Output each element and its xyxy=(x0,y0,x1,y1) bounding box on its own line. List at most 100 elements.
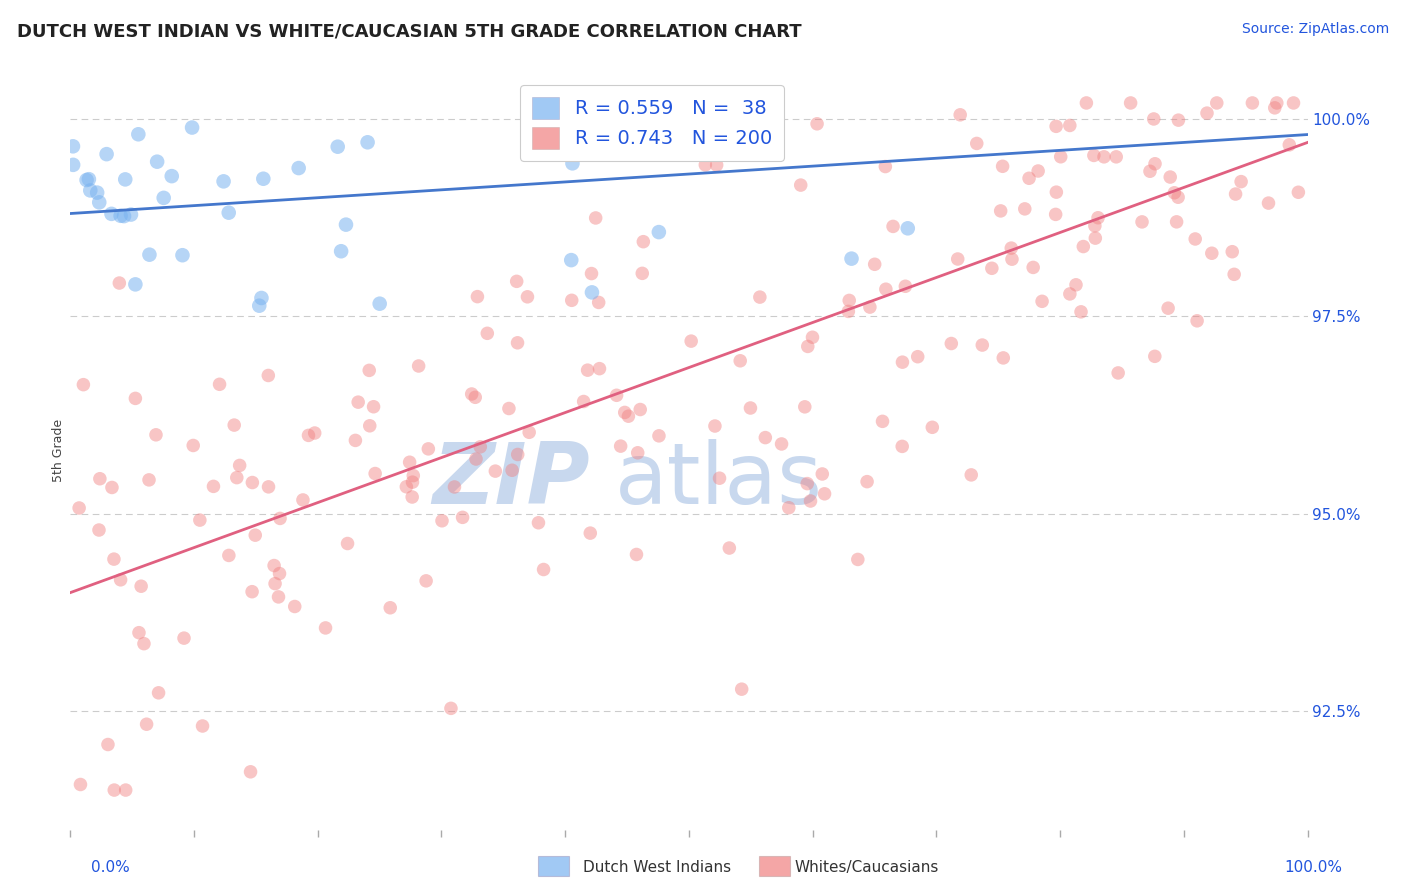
Text: atlas: atlas xyxy=(614,439,823,523)
Point xyxy=(527,516,550,530)
Point xyxy=(138,248,160,262)
Point xyxy=(124,277,146,292)
Point xyxy=(1185,314,1208,328)
Point xyxy=(1022,260,1045,275)
Point xyxy=(76,173,98,187)
Point xyxy=(120,208,142,222)
Point xyxy=(863,257,886,271)
Point xyxy=(267,590,290,604)
Point xyxy=(408,359,430,373)
Point xyxy=(740,401,762,415)
Point xyxy=(797,339,820,353)
Point xyxy=(581,285,603,300)
Text: Source: ZipAtlas.com: Source: ZipAtlas.com xyxy=(1241,22,1389,37)
Point xyxy=(681,334,703,348)
Y-axis label: 5th Grade: 5th Grade xyxy=(52,419,65,482)
Point xyxy=(72,377,94,392)
Point xyxy=(872,414,894,428)
Point xyxy=(856,475,879,489)
Point xyxy=(181,438,204,452)
Point xyxy=(1282,95,1305,110)
Point xyxy=(648,429,671,443)
Point xyxy=(401,490,423,504)
Point xyxy=(330,244,353,259)
Point xyxy=(110,209,132,223)
Point xyxy=(859,300,882,314)
Point xyxy=(1130,215,1153,229)
Point xyxy=(1001,252,1024,267)
Point xyxy=(633,235,655,249)
Point xyxy=(1119,95,1142,110)
Point xyxy=(1143,349,1166,363)
Point xyxy=(359,418,381,433)
Point xyxy=(380,600,402,615)
Point xyxy=(451,510,474,524)
Point xyxy=(347,395,370,409)
Point xyxy=(1241,95,1264,110)
Point xyxy=(613,405,636,419)
Point xyxy=(606,388,628,402)
Point xyxy=(1064,277,1087,292)
Point xyxy=(1083,148,1105,162)
Point xyxy=(1107,366,1129,380)
Point xyxy=(588,361,610,376)
Point xyxy=(1026,164,1049,178)
Point xyxy=(516,290,538,304)
Point xyxy=(335,218,357,232)
Point xyxy=(1205,95,1227,110)
Point xyxy=(1105,150,1128,164)
Point xyxy=(1000,241,1022,255)
Point xyxy=(101,480,124,494)
Point xyxy=(882,219,904,234)
Point xyxy=(477,326,499,341)
Point xyxy=(103,552,125,566)
Point xyxy=(1059,287,1081,301)
Point xyxy=(1195,106,1218,120)
Point xyxy=(811,467,834,481)
Point xyxy=(1201,246,1223,260)
Point xyxy=(838,293,860,308)
Point xyxy=(145,427,167,442)
Point xyxy=(470,440,492,454)
Point xyxy=(790,178,813,193)
Point xyxy=(1087,211,1109,225)
Point xyxy=(793,400,815,414)
Point xyxy=(806,117,828,131)
Point xyxy=(626,548,648,562)
Point xyxy=(1084,219,1107,233)
Point xyxy=(89,472,111,486)
Point xyxy=(69,777,91,791)
Point xyxy=(572,394,595,409)
Point xyxy=(728,353,751,368)
Point xyxy=(1157,301,1180,316)
Point xyxy=(628,402,651,417)
Point xyxy=(609,439,631,453)
Point xyxy=(146,154,169,169)
Point xyxy=(891,439,914,453)
Text: ZIP: ZIP xyxy=(432,439,591,523)
Point xyxy=(402,468,425,483)
Text: Dutch West Indians: Dutch West Indians xyxy=(583,860,731,874)
Point xyxy=(132,637,155,651)
Point xyxy=(966,136,988,151)
Point xyxy=(949,108,972,122)
Point xyxy=(837,304,859,318)
Point xyxy=(297,428,319,442)
Point xyxy=(533,562,555,576)
Point xyxy=(498,401,520,416)
Point xyxy=(1265,95,1288,110)
Point xyxy=(506,448,529,462)
Point xyxy=(1059,119,1081,133)
Point xyxy=(627,446,650,460)
Point xyxy=(846,552,869,566)
Point xyxy=(181,120,204,135)
Point xyxy=(517,425,540,440)
Point xyxy=(721,95,744,110)
Point xyxy=(1220,244,1243,259)
Point xyxy=(359,363,381,377)
Point xyxy=(465,452,488,467)
Point xyxy=(1143,112,1166,126)
Legend: R = 0.559   N =  38, R = 0.743   N = 200: R = 0.559 N = 38, R = 0.743 N = 200 xyxy=(520,85,783,161)
Point xyxy=(576,363,599,377)
Point xyxy=(304,425,326,440)
